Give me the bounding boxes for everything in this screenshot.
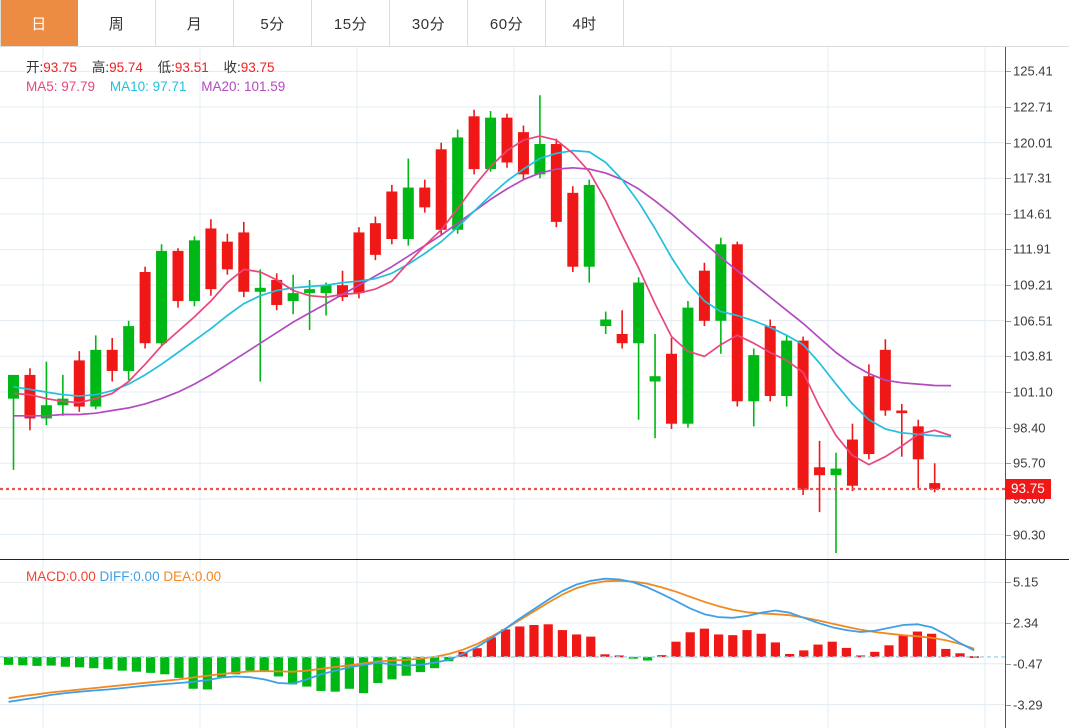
tab-5min-label: 5分 xyxy=(260,15,285,33)
tab-month[interactable]: 月 xyxy=(156,0,234,46)
macd-chart-svg xyxy=(0,560,1005,728)
timeframe-tab-bar: 日 周 月 5分 15分 30分 60分 4时 xyxy=(0,0,1069,47)
tab-4hour[interactable]: 4时 xyxy=(546,0,624,46)
tab-day-label: 日 xyxy=(31,15,47,33)
price-chart-svg xyxy=(0,47,1005,559)
tab-day[interactable]: 日 xyxy=(0,0,78,46)
tab-week[interactable]: 周 xyxy=(78,0,156,46)
tab-bar-filler xyxy=(624,0,1069,46)
chart-container: 开:93.75 高:95.74 低:93.51 收:93.75 MA5: 97.… xyxy=(0,47,1069,728)
tab-60min[interactable]: 60分 xyxy=(468,0,546,46)
tab-week-label: 周 xyxy=(108,15,125,33)
current-price-badge: 93.75 xyxy=(1006,479,1051,500)
tab-15min-label: 15分 xyxy=(333,15,368,33)
tab-4hour-label: 4时 xyxy=(572,15,597,33)
tab-15min[interactable]: 15分 xyxy=(312,0,390,46)
macd-panel[interactable]: MACD:0.00 DIFF:0.00 DEA:0.00 5.15 2.34 -0.… xyxy=(0,559,1069,728)
tab-30min[interactable]: 30分 xyxy=(390,0,468,46)
tab-5min[interactable]: 5分 xyxy=(234,0,312,46)
tab-month-label: 月 xyxy=(186,15,203,33)
price-panel[interactable]: 开:93.75 高:95.74 低:93.51 收:93.75 MA5: 97.… xyxy=(0,47,1069,559)
tab-60min-label: 60分 xyxy=(489,15,524,33)
tab-30min-label: 30分 xyxy=(411,15,446,33)
macd-axis-separator xyxy=(1005,560,1006,728)
price-axis-separator xyxy=(1005,47,1006,559)
